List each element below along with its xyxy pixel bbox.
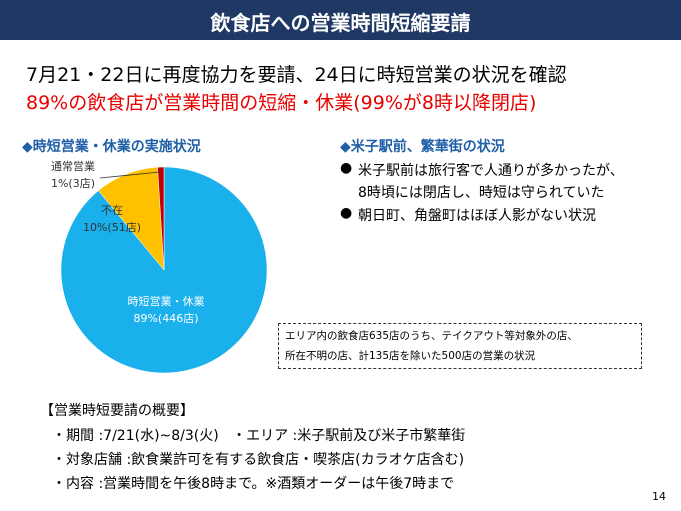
note: 所在不明の店、計135店を除いた500店の営業の状況: [285, 350, 536, 362]
bullet-text: 8時頃には閉店し、時短は守られていた: [358, 185, 605, 201]
summary-row: ・期間 :7/21(水)~8/3(火) ・エリア :米子駅前及び米子市繁華街: [52, 428, 466, 444]
data-label: 1%(3店): [51, 176, 95, 190]
category-label: 通常営業: [51, 159, 95, 173]
bullet: ●: [340, 160, 353, 176]
note-box: [278, 323, 642, 369]
summary-row: ・対象店舗 :飲食業許可を有する飲食店・喫茶店(カラオケ店含む): [52, 452, 465, 468]
bullet-text: 朝日町、角盤町はほぼ人影がない状況: [358, 208, 596, 224]
section-heading: ◆時短営業・休業の実施状況: [22, 139, 201, 155]
pie-slice: [157, 166, 165, 271]
leader-line: [99, 171, 161, 179]
summary-heading: 【営業時短要請の概要】: [40, 403, 194, 419]
page-number: 14: [652, 490, 666, 503]
pie-chart: 時短営業・休業 89%(446店) 不在 10%(51店) 通常営業 1%(3店): [51, 159, 268, 374]
bullet-text: 米子駅前は旅行客で人通りが多かったが、: [358, 163, 624, 179]
category-label: 不在: [101, 204, 123, 217]
summary-row: ・内容 :営業時間を午後8時まで。※酒類オーダーは午後7時まで: [52, 476, 455, 492]
section-heading: ◆米子駅前、繁華街の状況: [340, 139, 505, 155]
headline: 7月21・22日に再度協力を要請、24日に時短営業の状況を確認: [26, 64, 567, 86]
data-label: 89%(446店): [133, 311, 198, 325]
title-bar: [0, 0, 681, 40]
category-label: 時短営業・休業: [128, 294, 205, 308]
headline: 89%の飲食店が営業時間の短縮・休業(99%が8時以降閉店): [26, 92, 537, 114]
data-label: 10%(51店): [83, 220, 141, 234]
note: エリア内の飲食店635店のうち、テイクアウト等対象外の店、: [285, 330, 578, 342]
title: 飲食店への営業時間短縮要請: [210, 11, 471, 35]
bullet: ●: [340, 205, 353, 221]
